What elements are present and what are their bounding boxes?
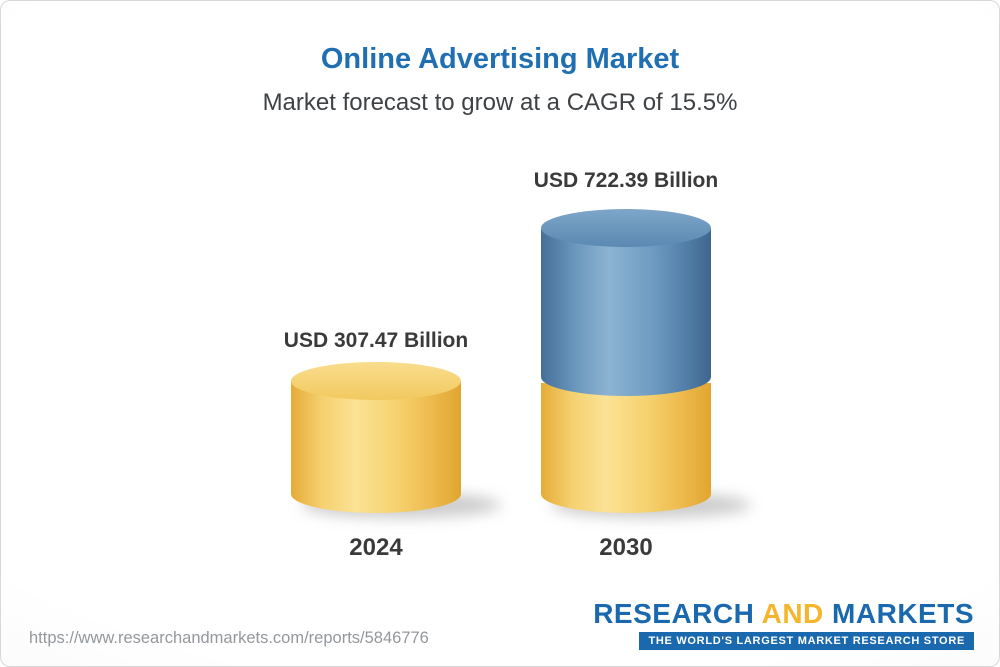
bar-2024-cylinder-top	[291, 362, 461, 400]
logo-wordmark: RESEARCH AND MARKETS	[593, 597, 974, 629]
logo-tagline: THE WORLD'S LARGEST MARKET RESEARCH STOR…	[639, 632, 974, 650]
bar-2030-cylinder-blue-segment	[541, 228, 711, 396]
bar-2024-value-label: USD 307.47 Billion	[283, 329, 469, 352]
x-label-2030: 2030	[599, 534, 653, 561]
bar-2030-cylinder-yellow-segment	[541, 383, 711, 513]
page-title: Online Advertising Market	[320, 43, 680, 75]
research-and-markets-logo[interactable]: RESEARCH AND MARKETS THE WORLD'S LARGEST…	[593, 597, 974, 650]
page-subtitle: Market forecast to grow at a CAGR of 15.…	[262, 89, 738, 116]
bar-2030-cylinder-top	[541, 209, 711, 247]
logo-markets-text: MARKETS	[832, 597, 974, 629]
logo-and-text: AND	[761, 597, 824, 629]
logo-research-text: RESEARCH	[593, 597, 755, 629]
bar-2030-value-label: USD 722.39 Billion	[533, 169, 719, 192]
x-label-2024: 2024	[349, 534, 403, 561]
bar-2024-cylinder-body	[291, 381, 461, 513]
report-url-link[interactable]: https://www.researchandmarkets.com/repor…	[29, 629, 429, 647]
